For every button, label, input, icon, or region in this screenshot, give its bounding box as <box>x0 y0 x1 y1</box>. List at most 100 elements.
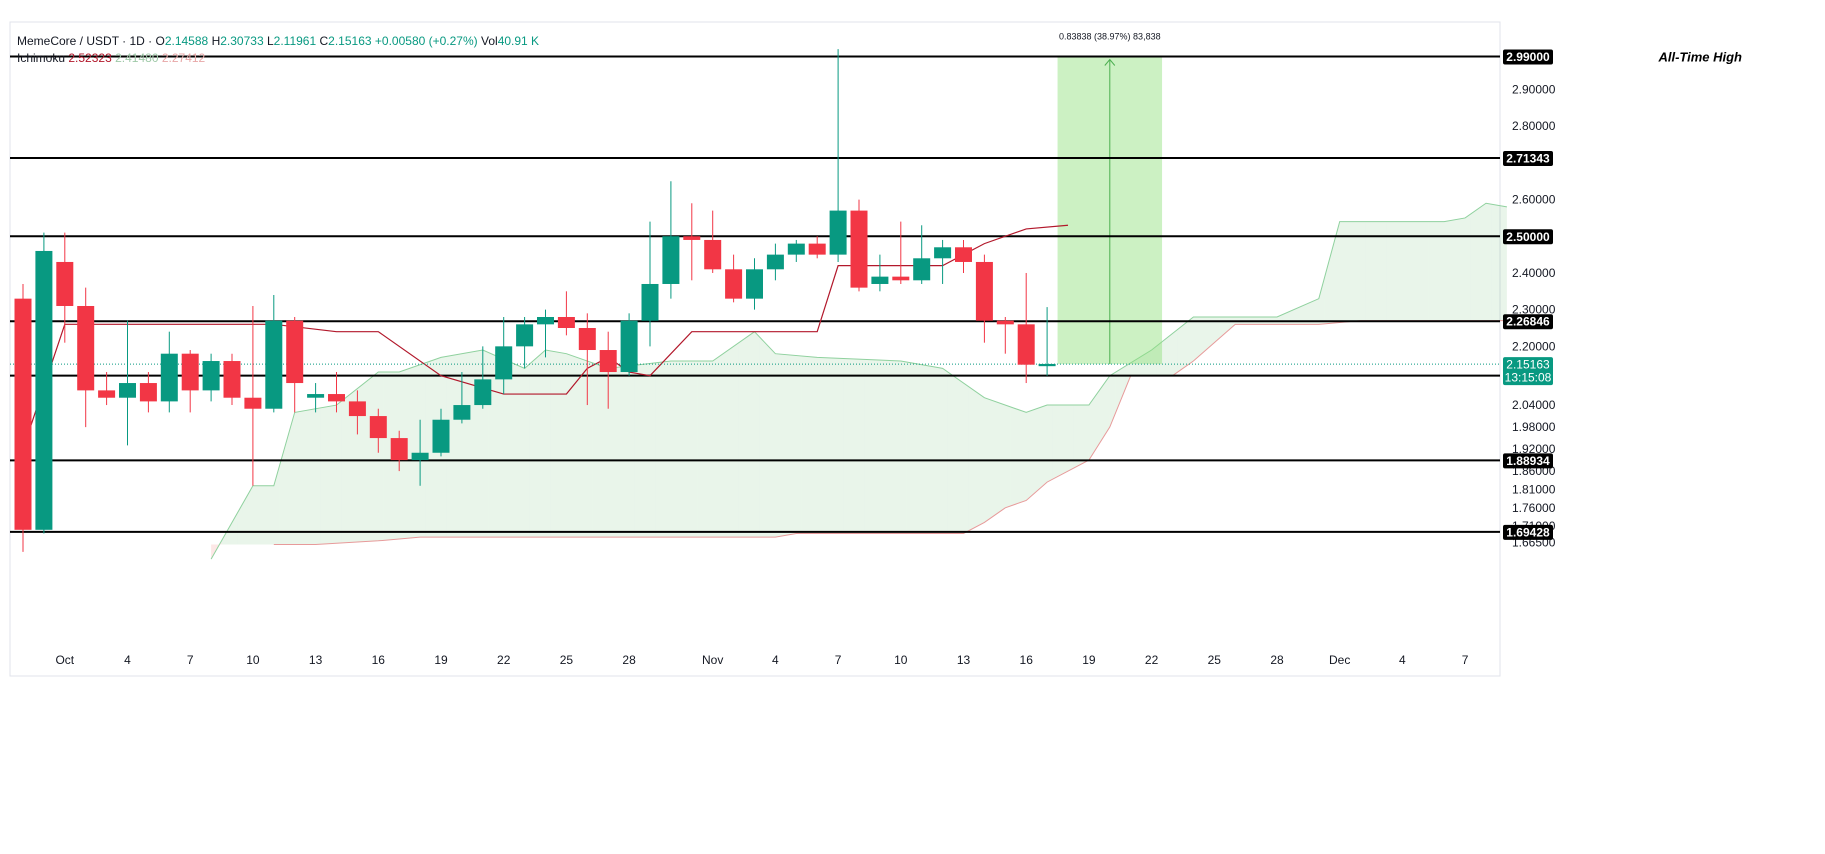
cloud-segment <box>670 361 677 538</box>
indicator-value-3: 2.27412 <box>161 51 206 65</box>
cloud-segment <box>1062 405 1068 474</box>
cloud-segment <box>550 350 556 538</box>
cloud-segment <box>247 485 253 545</box>
time-tick-label: 25 <box>1208 653 1222 667</box>
cloud-segment <box>1475 206 1481 321</box>
close-label: C <box>319 34 329 48</box>
cloud-segment <box>1303 303 1309 325</box>
candle-body <box>453 405 471 420</box>
level-label: 2.50000 <box>1506 230 1550 244</box>
candle-body <box>119 383 136 398</box>
price-tick-label: 2.80000 <box>1512 119 1556 133</box>
candle-body <box>1038 363 1056 367</box>
cloud-segment <box>1229 316 1236 329</box>
candle-body <box>1017 324 1035 365</box>
symbol-label: MemeCore / USDT · 1D · <box>17 34 153 48</box>
cloud-segment <box>1073 405 1079 469</box>
indicator-value-2: 2.41480 <box>115 51 159 65</box>
cloud-segment <box>1350 221 1356 322</box>
cloud-segment <box>1036 406 1042 492</box>
cloud-segment <box>545 350 551 538</box>
cloud-segment <box>1465 214 1471 321</box>
level-label: 1.69428 <box>1506 525 1550 539</box>
cloud-segment <box>503 359 509 538</box>
cloud-segment <box>650 362 656 538</box>
time-tick-label: 13 <box>309 653 323 667</box>
high-value: 2.30733 <box>220 34 264 48</box>
price-tick-label: 2.20000 <box>1512 339 1556 353</box>
cloud-segment <box>608 367 614 538</box>
cloud-segment <box>561 352 567 538</box>
time-axis: Oct 4 7 10 13 16 19 22 25 28 Nov 4 7 10 13 16 19 22 25 28 De… <box>55 653 1468 667</box>
candle-body <box>98 390 116 398</box>
cloud-segment <box>848 358 854 534</box>
cloud-segment <box>879 360 886 534</box>
cloud-leading-span-b <box>273 320 1507 545</box>
cloud-segment <box>524 363 530 538</box>
cloud-segment <box>571 355 577 538</box>
cloud-segment <box>864 359 870 534</box>
cloud-segment <box>279 449 285 545</box>
plot-frame <box>9 21 1501 677</box>
cloud-segment <box>1198 316 1204 357</box>
cloud-segment <box>676 361 682 538</box>
cloud-segment <box>1193 316 1199 362</box>
cloud-segment <box>1360 221 1366 321</box>
cloud-segment <box>592 362 598 538</box>
cloud-segment <box>1423 221 1429 321</box>
cloud-segment <box>1188 316 1194 365</box>
cloud-segment <box>1083 405 1089 463</box>
open-value: 2.14588 <box>164 34 209 48</box>
cloud-segment <box>796 355 802 534</box>
candle-body <box>808 243 826 255</box>
cloud-segment <box>853 358 859 534</box>
candle-body <box>307 394 325 398</box>
level-label-bg <box>1503 453 1553 469</box>
cloud-segment <box>1219 316 1225 339</box>
cloud-segment <box>932 366 938 534</box>
candle-body <box>683 236 701 240</box>
cloud-segment <box>519 366 525 538</box>
cloud-segment <box>890 360 896 534</box>
cloud-segment <box>1005 405 1011 508</box>
cloud-segment <box>733 342 739 538</box>
cloud-segment <box>1031 408 1037 496</box>
time-tick-label: 10 <box>246 653 260 667</box>
time-tick-label: 22 <box>1145 653 1159 667</box>
cloud-segment <box>660 361 666 538</box>
time-tick-label: 4 <box>1399 653 1406 667</box>
cloud-segment <box>1402 221 1408 321</box>
level-label-bg <box>1503 229 1553 245</box>
cloud-segment <box>226 522 232 545</box>
measure-arrow-head <box>1104 58 1116 66</box>
cloud-segment <box>749 331 755 538</box>
cloud-segment <box>806 356 812 534</box>
ichimoku-cloud <box>211 203 1507 560</box>
level-label: 1.88934 <box>1506 454 1550 468</box>
cloud-segment <box>1203 316 1210 352</box>
cloud-segment <box>467 351 473 538</box>
price-tick-label: 2.40000 <box>1512 266 1556 280</box>
cloud-segment <box>801 355 807 534</box>
cloud-segment <box>655 362 661 538</box>
cloud-segment <box>1297 305 1304 325</box>
cloud-segment <box>1167 333 1173 376</box>
cloud-segment <box>1141 353 1147 376</box>
cloud-segment <box>1428 221 1434 321</box>
cloud-segment <box>942 368 948 534</box>
time-tick-label: 19 <box>434 653 448 667</box>
cloud-segment <box>770 348 776 538</box>
cloud-segment <box>263 485 269 545</box>
candle-body <box>662 236 680 284</box>
candle-body <box>328 394 345 402</box>
cloud-segment <box>1454 218 1460 321</box>
cloud-segment <box>1386 221 1392 321</box>
cloud-segment <box>1334 221 1340 323</box>
cloud-segment <box>493 354 499 538</box>
candle-body <box>474 379 492 406</box>
cloud-segment <box>315 407 321 545</box>
cloud-segment <box>916 363 922 534</box>
cloud-segment <box>1041 405 1048 487</box>
